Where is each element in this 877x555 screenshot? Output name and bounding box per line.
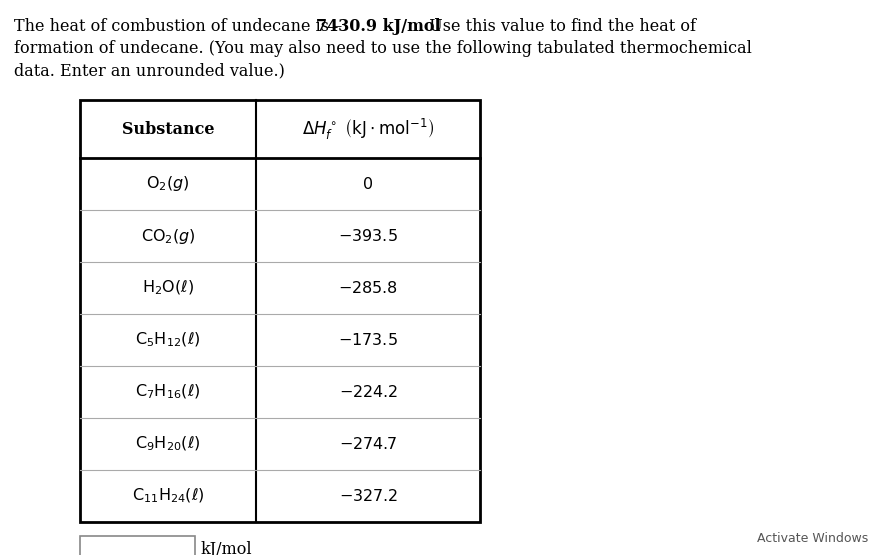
Text: formation of undecane. (You may also need to use the following tabulated thermoc: formation of undecane. (You may also nee… [14,40,751,57]
Text: . Use this value to find the heat of: . Use this value to find the heat of [418,18,695,35]
Text: Substance: Substance [122,120,214,138]
Text: 7430.9 kJ/mol: 7430.9 kJ/mol [316,18,440,35]
Text: $-393.5$: $-393.5$ [338,228,397,244]
Text: $-173.5$: $-173.5$ [338,332,397,348]
Text: $\mathrm{C_9H_{20}}(\ell)$: $\mathrm{C_9H_{20}}(\ell)$ [135,435,201,453]
Text: $\Delta H_f^\circ\ \left(\mathrm{kJ \cdot mol^{-1}}\right)$: $\Delta H_f^\circ\ \left(\mathrm{kJ \cdo… [302,117,433,142]
Text: Activate Windows: Activate Windows [756,532,867,545]
Text: $-224.2$: $-224.2$ [339,384,397,400]
Text: $-274.7$: $-274.7$ [339,436,396,452]
Text: $\mathrm{C_5H_{12}}(\ell)$: $\mathrm{C_5H_{12}}(\ell)$ [135,331,201,349]
Text: $\mathrm{C_7H_{16}}(\ell)$: $\mathrm{C_7H_{16}}(\ell)$ [135,383,201,401]
Text: $\mathrm{CO_2}(g)$: $\mathrm{CO_2}(g)$ [140,226,196,245]
Text: $\mathrm{H_2O}(\ell)$: $\mathrm{H_2O}(\ell)$ [142,279,194,297]
Text: The heat of combustion of undecane is –: The heat of combustion of undecane is – [14,18,347,35]
Text: $\mathrm{O_2}(g)$: $\mathrm{O_2}(g)$ [146,174,189,194]
Text: $\mathrm{C_{11}H_{24}}(\ell)$: $\mathrm{C_{11}H_{24}}(\ell)$ [132,487,204,505]
Text: kJ/mol: kJ/mol [201,542,253,555]
Text: $0$: $0$ [362,176,373,192]
Text: $-327.2$: $-327.2$ [339,488,397,504]
Text: data. Enter an unrounded value.): data. Enter an unrounded value.) [14,62,284,79]
Text: $-285.8$: $-285.8$ [338,280,397,296]
